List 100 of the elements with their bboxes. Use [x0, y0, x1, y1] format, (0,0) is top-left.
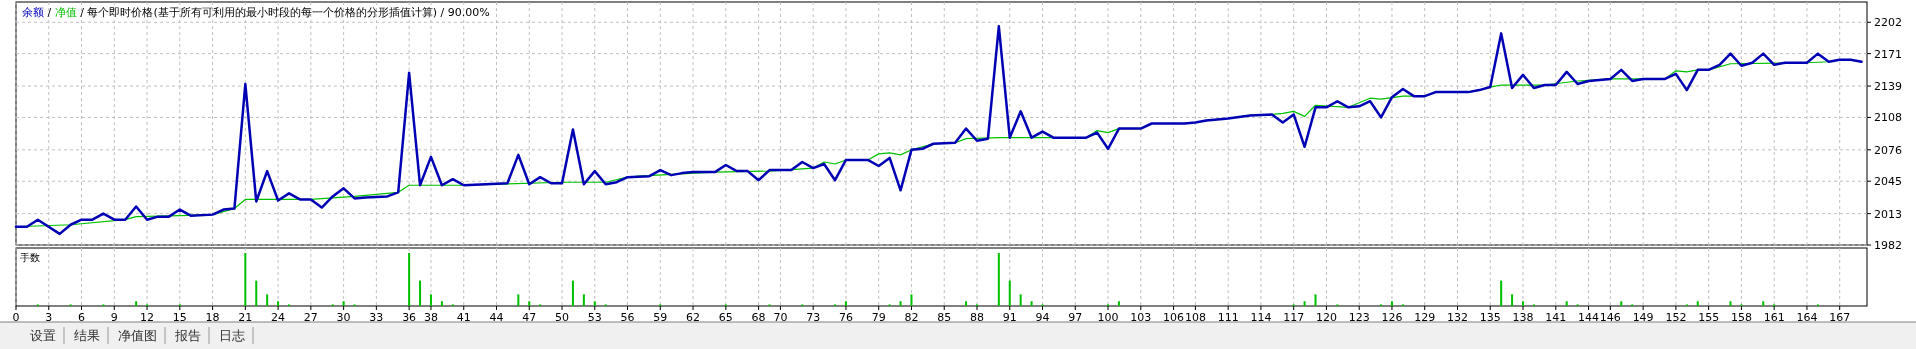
bar	[910, 294, 913, 306]
x-tick-label: 27	[303, 311, 318, 324]
x-tick-label: 164	[1796, 311, 1818, 324]
bar	[1620, 301, 1623, 306]
x-tick-label: 65	[718, 311, 733, 324]
x-tick-label: 59	[653, 311, 668, 324]
bar	[593, 301, 596, 306]
bar	[1314, 294, 1317, 306]
x-tick-label: 138	[1512, 311, 1534, 324]
x-tick-label: 47	[522, 311, 537, 324]
text: 净值	[54, 6, 77, 19]
x-tick-label: 33	[369, 311, 384, 324]
chart-title: 每个即时价格(基于所有可利用的最小时段的每一个价格的分形插值计算) / 90.00%	[87, 6, 490, 19]
x-tick-label: 85	[937, 311, 952, 324]
x-tick-label: 68	[751, 311, 766, 324]
x-tick-label: 167	[1829, 311, 1851, 324]
x-tick-label: 76	[838, 311, 853, 324]
bar	[582, 294, 585, 306]
x-tick-label: 18	[205, 311, 220, 324]
x-tick-label: 129	[1414, 311, 1436, 324]
annotation: /	[76, 6, 88, 19]
x-tick-label: 50	[555, 311, 570, 324]
x-tick-label: 94	[1035, 311, 1050, 324]
x-tick-label: 111	[1217, 311, 1239, 324]
bar	[1390, 301, 1393, 306]
x-tick-label: 120	[1315, 311, 1337, 324]
y-tick-label: 2139	[1874, 80, 1902, 94]
x-tick-label: 24	[271, 311, 286, 324]
bar	[899, 301, 902, 306]
y-tick-label: 2171	[1874, 47, 1902, 61]
annotation: /	[44, 6, 55, 19]
bar	[1008, 280, 1011, 306]
bar	[571, 280, 574, 306]
text: 余额	[22, 6, 44, 19]
bar	[266, 294, 269, 306]
bar	[1565, 301, 1568, 306]
x-tick-label: 3	[45, 311, 53, 324]
bar	[1729, 301, 1732, 306]
x-tick-label: 155	[1698, 311, 1720, 324]
bar	[408, 253, 411, 306]
bar	[1762, 301, 1765, 306]
x-tick-label: 36	[402, 311, 417, 324]
x-tick-label: 53	[587, 311, 602, 324]
line-series	[14, 25, 1863, 236]
y-tick-label: 2076	[1874, 143, 1902, 157]
x-tick-label: 149	[1632, 311, 1654, 324]
bar	[1522, 301, 1525, 306]
bar	[1117, 301, 1120, 306]
x-tick-label: 30	[336, 311, 351, 324]
text: 结果	[74, 328, 100, 343]
x-tick-label: 161	[1763, 311, 1785, 324]
x-tick-label: 141	[1545, 311, 1567, 324]
x-tick-label: 41	[456, 311, 471, 324]
bar	[1303, 301, 1306, 306]
x-tick-label: 146	[1599, 311, 1621, 324]
bar	[277, 301, 280, 306]
x-tick-label: 144	[1578, 311, 1600, 324]
bar	[244, 253, 247, 306]
x-tick-label: 132	[1446, 311, 1468, 324]
bar	[528, 301, 531, 306]
x-tick-label: 0	[12, 311, 20, 324]
text: 设置	[30, 328, 56, 343]
bar	[997, 253, 1000, 306]
bar	[1511, 294, 1514, 306]
x-tick-label: 158	[1730, 311, 1752, 324]
x-tick-label: 126	[1381, 311, 1403, 324]
y-tick-label: 1982	[1874, 239, 1902, 252]
bar	[440, 301, 443, 306]
y-axis-title: 手数	[20, 252, 40, 263]
bar	[844, 301, 847, 306]
x-tick-label: 88	[969, 311, 984, 324]
x-tick-label: 152	[1665, 311, 1687, 324]
y-tick-label: 2045	[1874, 175, 1902, 189]
x-tick-label: 135	[1479, 311, 1501, 324]
y-tick-label: 2202	[1874, 16, 1902, 30]
x-tick-label: 108	[1184, 311, 1206, 324]
bar	[1500, 280, 1503, 306]
x-tick-label: 91	[1002, 311, 1017, 324]
text: 报告	[174, 328, 201, 343]
x-tick-label: 123	[1348, 311, 1370, 324]
x-tick-label: 114	[1250, 311, 1272, 324]
x-tick-label: 82	[904, 311, 919, 324]
x-tick-label: 9	[110, 311, 118, 324]
bar	[1030, 301, 1033, 306]
bar	[255, 280, 258, 306]
x-tick-label: 100	[1097, 311, 1119, 324]
x-tick-label: 106	[1163, 311, 1185, 324]
x-tick-label: 15	[172, 311, 187, 324]
x-tick-label: 12	[140, 311, 155, 324]
x-tick-label: 21	[238, 311, 253, 324]
x-tick-label: 56	[620, 311, 635, 324]
x-tick-label: 6	[78, 311, 86, 324]
bar	[342, 301, 345, 306]
text: 日志	[219, 328, 245, 343]
x-tick-label: 62	[686, 311, 701, 324]
x-tick-label: 103	[1130, 311, 1152, 324]
bar	[1019, 294, 1022, 306]
x-tick-label: 73	[806, 311, 821, 324]
x-tick-label: 97	[1068, 311, 1083, 324]
x-tick-label: 44	[489, 311, 504, 324]
